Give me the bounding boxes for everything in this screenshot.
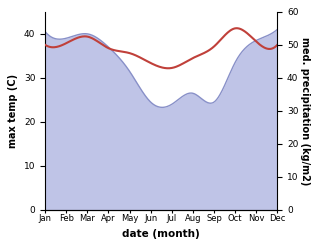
X-axis label: date (month): date (month) [122,229,200,239]
Y-axis label: med. precipitation (kg/m2): med. precipitation (kg/m2) [300,37,310,185]
Y-axis label: max temp (C): max temp (C) [8,74,18,148]
